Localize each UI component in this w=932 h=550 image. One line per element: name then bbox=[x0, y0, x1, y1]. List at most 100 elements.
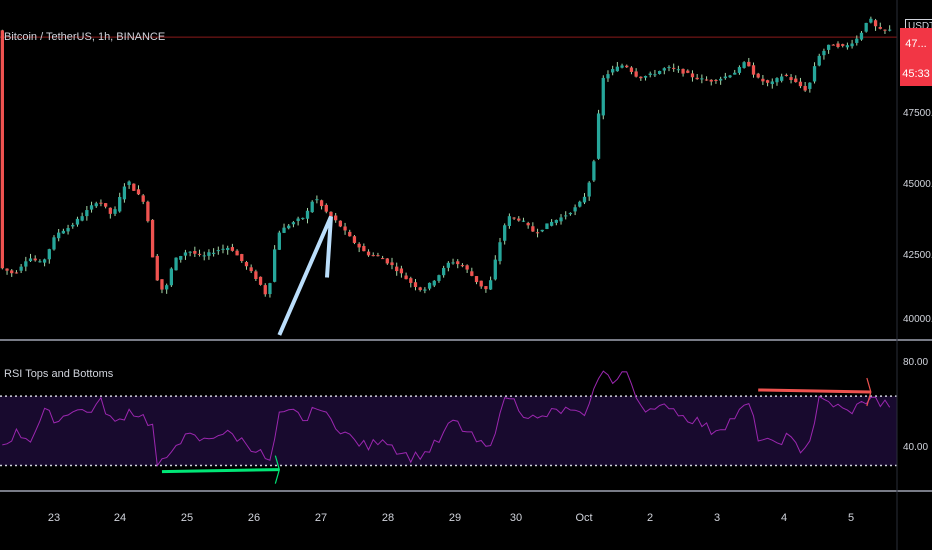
candle-body bbox=[667, 66, 671, 69]
candle-body bbox=[747, 61, 751, 67]
top-marker-head bbox=[866, 377, 872, 407]
candle-body bbox=[413, 282, 418, 287]
candle-body bbox=[521, 220, 526, 222]
candle-body bbox=[686, 70, 690, 73]
candle-body bbox=[592, 161, 596, 181]
candle-body bbox=[315, 199, 319, 201]
candle-body bbox=[662, 68, 666, 71]
candle-body bbox=[395, 266, 399, 272]
candle-body bbox=[5, 268, 9, 271]
candle-body bbox=[615, 66, 620, 72]
candle-body bbox=[507, 216, 512, 226]
last-price-badge: 47... 45:33 bbox=[900, 28, 932, 86]
candle-body bbox=[150, 219, 155, 258]
candle-body bbox=[808, 82, 812, 89]
candle-body bbox=[751, 65, 756, 75]
candle-body bbox=[700, 78, 704, 80]
candle-body bbox=[681, 68, 685, 74]
candle-body bbox=[737, 67, 742, 73]
candle-body bbox=[141, 195, 145, 202]
candle-body bbox=[714, 80, 718, 82]
candle-body bbox=[52, 237, 56, 250]
x-tick-label: 3 bbox=[713, 512, 721, 524]
candle-body bbox=[118, 196, 122, 212]
candle-body bbox=[211, 252, 216, 254]
candle-body bbox=[324, 204, 328, 212]
x-tick-label: 4 bbox=[780, 512, 788, 524]
candle-body bbox=[625, 65, 629, 68]
candle-body bbox=[470, 271, 474, 276]
x-tick-label: 30 bbox=[509, 512, 523, 524]
x-tick-label: 28 bbox=[381, 512, 395, 524]
x-tick-label: 29 bbox=[448, 512, 462, 524]
candle-body bbox=[132, 183, 136, 191]
candle-body bbox=[338, 220, 343, 227]
candle-body bbox=[850, 43, 854, 47]
candle-body bbox=[582, 196, 587, 203]
candle-body bbox=[676, 69, 681, 71]
candle-body bbox=[878, 26, 882, 29]
candle-body bbox=[258, 276, 263, 285]
top-marker bbox=[758, 388, 871, 394]
candle-body bbox=[268, 283, 272, 295]
candle-body bbox=[883, 29, 887, 31]
candle-body bbox=[690, 73, 695, 78]
y-tick-label: 47500.00 bbox=[903, 108, 932, 119]
x-tick-label: 27 bbox=[314, 512, 328, 524]
rsi-pane[interactable] bbox=[0, 370, 897, 467]
candle-body bbox=[845, 45, 850, 48]
candle-body bbox=[230, 247, 235, 251]
candle-body bbox=[291, 222, 296, 225]
candle-body bbox=[512, 217, 516, 219]
candle-body bbox=[136, 189, 141, 195]
candle-body bbox=[728, 75, 732, 78]
candle-body bbox=[484, 286, 488, 290]
candle-body bbox=[380, 258, 385, 260]
candle-body bbox=[822, 50, 826, 56]
candle-body bbox=[718, 78, 723, 81]
candle-body bbox=[0, 30, 4, 269]
candle-body bbox=[272, 249, 277, 282]
candle-body bbox=[756, 73, 760, 78]
candle-body bbox=[122, 186, 127, 200]
uptrend-arrow bbox=[277, 215, 333, 336]
candle-body bbox=[451, 262, 455, 264]
candle-body bbox=[348, 231, 352, 237]
candle-body bbox=[371, 255, 375, 257]
candle-body bbox=[479, 280, 483, 287]
rsi-line bbox=[2, 370, 891, 467]
candle-body bbox=[263, 285, 267, 295]
x-tick-label: 25 bbox=[180, 512, 194, 524]
price-pane[interactable] bbox=[0, 16, 897, 298]
candle-body bbox=[174, 257, 178, 271]
candle-body bbox=[826, 44, 831, 50]
candle-body bbox=[634, 71, 638, 77]
candle-body bbox=[531, 226, 535, 232]
y-tick-label: 40000.00 bbox=[903, 314, 932, 325]
candle-body bbox=[28, 258, 33, 262]
candle-body bbox=[606, 74, 610, 79]
rsi-band bbox=[0, 396, 897, 466]
candle-body bbox=[71, 224, 75, 227]
candle-body bbox=[517, 218, 521, 221]
candle-body bbox=[235, 250, 239, 256]
y-tick-label: 42500.00 bbox=[903, 250, 932, 261]
candle-body bbox=[695, 77, 699, 80]
candle-body bbox=[47, 249, 51, 260]
candle-body bbox=[57, 232, 61, 239]
rsi-y-tick-label: 80.00 bbox=[903, 357, 929, 368]
candle-body bbox=[437, 275, 441, 281]
candle-body bbox=[587, 182, 591, 197]
candle-body bbox=[113, 209, 117, 214]
candle-body bbox=[859, 32, 864, 40]
candle-body bbox=[841, 44, 845, 46]
candle-body bbox=[38, 261, 42, 263]
candle-body bbox=[221, 248, 225, 250]
candle-body bbox=[817, 55, 821, 66]
rsi-indicator-title: RSI Tops and Bottoms bbox=[4, 368, 114, 380]
candle-body bbox=[573, 207, 577, 212]
candle-body bbox=[334, 215, 338, 221]
x-tick-label: 23 bbox=[47, 512, 61, 524]
